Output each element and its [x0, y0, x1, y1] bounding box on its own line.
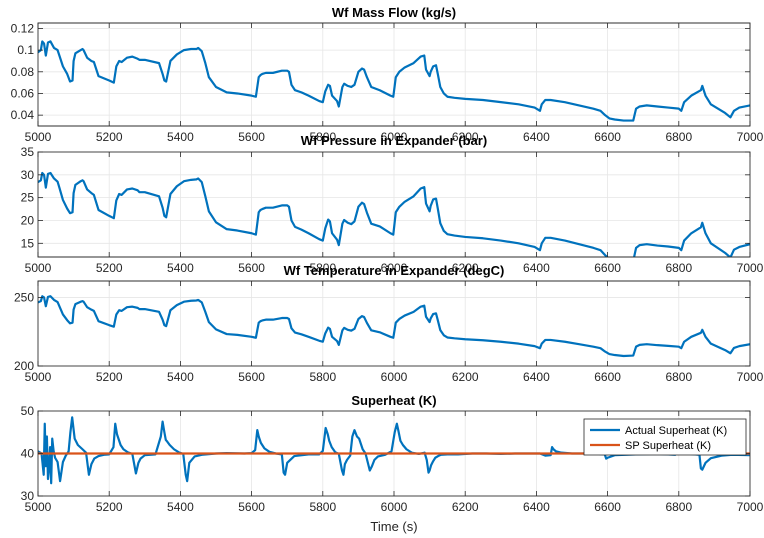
legend-entry: SP Superheat (K)	[625, 440, 711, 452]
x-tick-label: 5200	[96, 370, 123, 384]
x-tick-label: 5600	[238, 500, 265, 514]
x-tick-label: 6400	[523, 261, 550, 275]
x-axis-label: Time (s)	[370, 519, 417, 534]
chart-title: Wf Pressure in Expander (bar)	[301, 133, 487, 148]
x-tick-label: 5800	[309, 500, 336, 514]
y-tick-label: 40	[21, 447, 35, 461]
x-tick-label: 5200	[96, 500, 123, 514]
y-tick-label: 15	[21, 236, 35, 250]
y-tick-label: 50	[21, 404, 35, 418]
y-tick-label: 0.06	[11, 86, 35, 100]
x-tick-label: 5600	[238, 370, 265, 384]
subplot-pressure: Wf Pressure in Expander (bar) 5000 5200 540…	[21, 133, 764, 275]
x-tick-label: 5800	[309, 261, 336, 275]
x-tick-label: 6200	[452, 500, 479, 514]
x-tick-label: 6600	[594, 130, 621, 144]
x-tick-label: 5800	[309, 130, 336, 144]
series-line-actual-superheat-k	[38, 416, 750, 485]
x-tick-label: 6400	[523, 130, 550, 144]
x-tick-label: 5200	[96, 261, 123, 275]
chart-title: Superheat (K)	[351, 393, 436, 408]
x-tick-label: 7000	[737, 500, 764, 514]
y-tick-label: 35	[21, 145, 35, 159]
x-tick-label: 6400	[523, 500, 550, 514]
x-tick-label: 6800	[665, 500, 692, 514]
y-tick-label: 0.12	[11, 21, 35, 35]
x-tick-label: 5400	[167, 130, 194, 144]
subplot-superheat: Time (s) Superheat (K) 5000 5200 5400 5600 58…	[21, 393, 764, 534]
y-tick-label: 30	[21, 168, 35, 182]
x-tick-label: 6000	[381, 500, 408, 514]
x-tick-label: 6800	[665, 130, 692, 144]
x-tick-label: 6400	[523, 370, 550, 384]
x-tick-label: 5400	[167, 261, 194, 275]
y-tick-label: 0.04	[11, 108, 35, 122]
y-tick-label: 25	[21, 191, 35, 205]
chart-title: Wf Mass Flow (kg/s)	[332, 5, 456, 20]
x-tick-label: 6000	[381, 261, 408, 275]
x-tick-label: 5000	[25, 130, 52, 144]
x-tick-label: 7000	[737, 130, 764, 144]
x-tick-label: 5000	[25, 370, 52, 384]
y-tick-label: 20	[21, 213, 35, 227]
legend: Actual Superheat (K) SP Superheat (K)	[583, 418, 747, 456]
y-tick-label: 30	[21, 489, 35, 503]
subplot-mass-flow: Wf Mass Flow (kg/s) 5000 5200 5400 5600 5800 6…	[11, 5, 764, 144]
y-tick-label: 0.1	[17, 43, 34, 57]
x-tick-label: 5400	[167, 370, 194, 384]
x-tick-label: 6800	[665, 261, 692, 275]
x-tick-label: 5200	[96, 130, 123, 144]
x-tick-label: 6600	[594, 370, 621, 384]
x-tick-label: 5000	[25, 261, 52, 275]
subplot-temperature: Wf Temperature in Expander (degC) 5000 520…	[14, 263, 764, 384]
x-tick-label: 5600	[238, 261, 265, 275]
series-line-series-0	[38, 171, 750, 257]
x-tick-label: 5800	[309, 370, 336, 384]
y-tick-label: 250	[14, 290, 34, 304]
y-tick-label: 0.08	[11, 65, 35, 79]
x-tick-label: 7000	[737, 370, 764, 384]
legend-entry: Actual Superheat (K)	[625, 425, 727, 437]
series-line-series-0	[38, 295, 750, 358]
chart-title: Wf Temperature in Expander (degC)	[284, 263, 505, 278]
x-tick-label: 6000	[381, 370, 408, 384]
series-line-series-0	[38, 40, 750, 122]
x-tick-label: 5400	[167, 500, 194, 514]
x-tick-label: 6600	[594, 261, 621, 275]
x-tick-label: 6600	[594, 500, 621, 514]
x-tick-label: 6200	[452, 130, 479, 144]
x-tick-label: 6800	[665, 370, 692, 384]
y-tick-label: 200	[14, 359, 34, 373]
x-tick-label: 6000	[381, 130, 408, 144]
x-tick-label: 5600	[238, 130, 265, 144]
x-tick-label: 7000	[737, 261, 764, 275]
legend-box	[583, 418, 747, 456]
x-tick-label: 6200	[452, 261, 479, 275]
x-tick-label: 6200	[452, 370, 479, 384]
x-tick-label: 5000	[25, 500, 52, 514]
